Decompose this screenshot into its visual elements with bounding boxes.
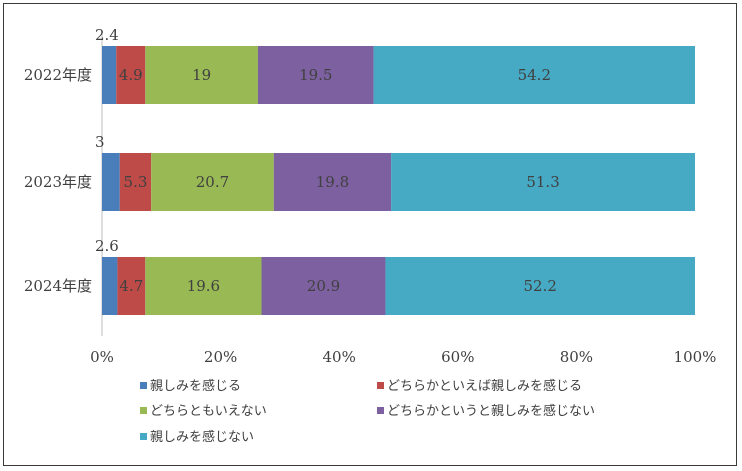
x-tick-label-1: 0% (90, 348, 114, 366)
bar-segment-3-2 (117, 257, 146, 315)
data-label-2-4: 19.8 (316, 173, 349, 191)
data-label-3-1: 2.6 (95, 237, 119, 255)
category-label-2: 2023年度 (24, 173, 92, 191)
x-tick-label-5: 80% (560, 348, 593, 366)
data-label-3-5: 52.2 (524, 277, 557, 295)
data-label-1-4: 19.5 (299, 66, 332, 84)
x-tick-label-6: 100% (674, 348, 717, 366)
legend-swatch-2 (377, 382, 384, 389)
bar-segment-3-3 (145, 257, 262, 315)
legend-swatch-3 (140, 407, 147, 414)
bar-segment-3-1 (102, 257, 118, 315)
bar-segment-2-1 (102, 153, 120, 211)
bar-segment-1-2 (116, 46, 146, 104)
data-label-2-5: 51.3 (526, 173, 559, 191)
data-label-3-2: 4.7 (119, 277, 143, 295)
bar-segment-2-2 (119, 153, 152, 211)
legend-label-1: 親しみを感じる (150, 378, 241, 394)
x-tick-label-2: 20% (204, 348, 237, 366)
legend-swatch-5 (140, 433, 147, 440)
bar-segment-2-5 (391, 153, 695, 211)
bar-segment-1-5 (373, 46, 695, 104)
data-label-1-5: 54.2 (518, 66, 551, 84)
legend-swatch-4 (377, 407, 384, 414)
legend-label-3: どちらともいえない (150, 404, 267, 419)
bar-segment-1-4 (257, 46, 374, 104)
bar-segment-1-3 (145, 46, 258, 104)
legend-label-5: 親しみを感じない (150, 429, 254, 445)
category-label-3: 2024年度 (24, 277, 92, 295)
data-label-2-3: 20.7 (196, 173, 229, 191)
data-label-1-2: 4.9 (119, 66, 143, 84)
bar-segment-3-4 (261, 257, 386, 315)
bar-segment-2-4 (273, 153, 392, 211)
legend-swatch-1 (140, 382, 147, 389)
bar-segment-3-5 (385, 257, 695, 315)
data-label-3-3: 19.6 (187, 277, 220, 295)
legend-label-2: どちらかといえば親しみを感じる (387, 378, 582, 394)
bar-segment-1-1 (102, 46, 117, 104)
category-label-1: 2022年度 (24, 66, 92, 84)
x-tick-label-3: 40% (323, 348, 356, 366)
data-label-1-1: 2.4 (95, 26, 119, 44)
data-label-2-1: 3 (95, 133, 105, 151)
data-label-3-4: 20.9 (307, 277, 340, 295)
x-tick-label-4: 60% (441, 348, 474, 366)
bar-segment-2-3 (151, 153, 274, 211)
data-label-1-3: 19 (192, 66, 211, 84)
data-label-2-2: 5.3 (124, 173, 148, 191)
legend-label-4: どちらかというと親しみを感じない (387, 403, 595, 419)
